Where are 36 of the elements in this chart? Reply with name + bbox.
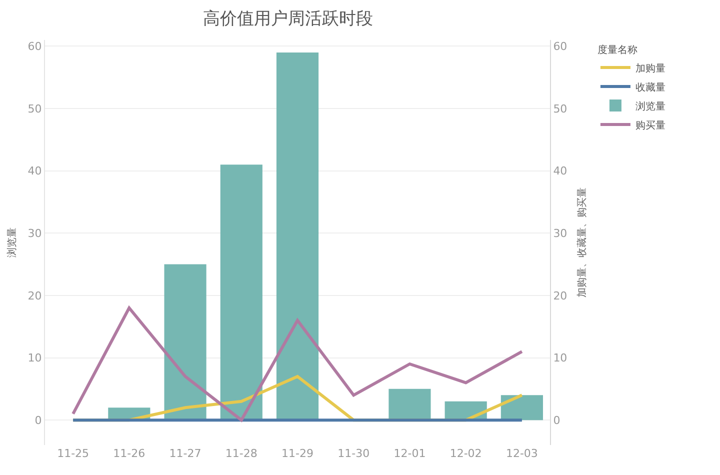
x-tick-label: 11-30: [338, 447, 370, 460]
legend-label: 加购量: [635, 62, 666, 74]
y2-tick-label: 30: [553, 227, 568, 240]
y-tick-label: 60: [28, 40, 42, 54]
x-tick-label: 11-26: [113, 447, 146, 460]
bar: [220, 164, 262, 420]
legend-label: 购买量: [635, 120, 666, 132]
y-tick-label: 50: [28, 102, 42, 116]
y-tick-label: 40: [28, 164, 42, 178]
y2-tick-label: 40: [553, 164, 568, 178]
y-axis-title: 浏览量: [6, 228, 18, 258]
x-tick-label: 12-01: [394, 447, 426, 460]
bar: [276, 52, 319, 420]
y-tick-label: 10: [28, 352, 42, 365]
y2-tick-label: 50: [553, 102, 568, 116]
y2-axis-title: 加购量、收藏量、购买量: [576, 188, 588, 298]
y2-tick-label: 10: [553, 352, 568, 365]
y2-tick-label: 20: [553, 289, 568, 302]
y-tick-label: 0: [34, 414, 42, 427]
x-tick-label: 12-02: [450, 447, 482, 460]
x-tick-label: 11-27: [169, 447, 202, 460]
y-tick-label: 30: [28, 227, 42, 240]
x-tick-label: 11-29: [282, 447, 314, 460]
chart-title: 高价值用户周活跃时段: [203, 8, 373, 29]
y2-tick-label: 0: [553, 414, 560, 427]
legend-label: 浏览量: [635, 100, 666, 112]
line-series: [72, 306, 524, 422]
x-tick-label: 11-28: [225, 447, 258, 460]
x-tick-label: 12-03: [506, 447, 538, 460]
legend-label: 收藏量: [635, 81, 666, 94]
bar: [164, 264, 206, 420]
bar: [388, 388, 431, 420]
x-tick-label: 11-25: [57, 447, 90, 460]
y-tick-label: 20: [28, 289, 42, 302]
legend-title: 度量名称: [597, 44, 638, 56]
y2-tick-label: 60: [553, 40, 568, 54]
